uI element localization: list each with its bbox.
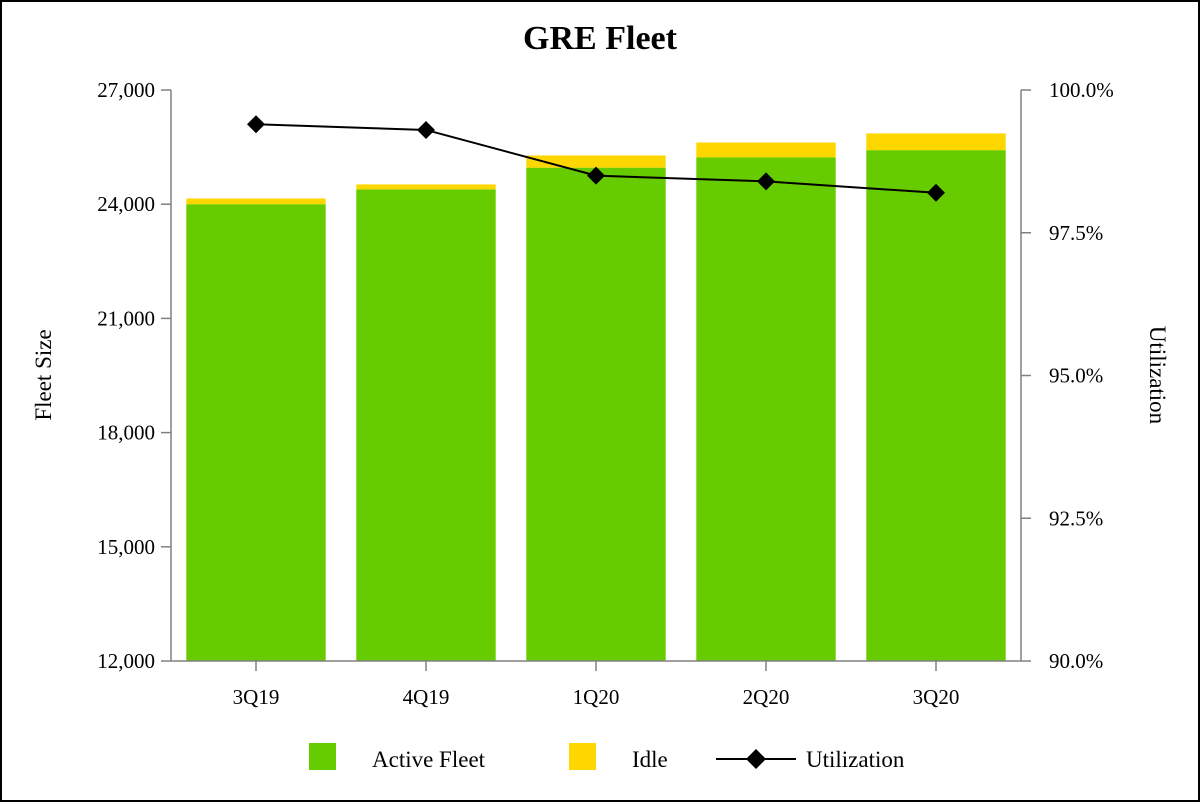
y2-tick-label: 92.5% — [1049, 506, 1103, 530]
bar-active-fleet-1q20 — [526, 167, 666, 661]
y-tick-label: 12,000 — [97, 649, 155, 673]
utilization-point-4q19 — [417, 120, 435, 139]
x-tick-label: 2Q20 — [743, 685, 790, 709]
legend-diamond-marker — [746, 749, 766, 769]
y-tick-label: 21,000 — [97, 306, 155, 330]
legend-swatch-active-fleet — [309, 743, 336, 770]
bar-idle-3q20 — [866, 133, 1006, 151]
legend-label-utilization: Utilization — [806, 747, 905, 772]
right-axis-ticks: 90.0% 92.5% 95.0% 97.5% 100.0% — [1021, 78, 1114, 673]
utilization-point-2q20 — [757, 172, 775, 191]
x-tick-label: 4Q19 — [403, 685, 450, 709]
legend-label-idle: Idle — [632, 747, 668, 772]
left-axis-ticks: 12,000 15,000 18,000 21,000 24,000 27,000 — [97, 78, 171, 673]
utilization-point-3q20 — [927, 183, 945, 202]
y2-tick-label: 95.0% — [1049, 364, 1103, 388]
y2-axis-title: Utilization — [1145, 326, 1170, 425]
bar-active-fleet-3q20 — [866, 150, 1006, 662]
legend-swatch-idle — [569, 743, 596, 770]
y2-tick-label: 97.5% — [1049, 221, 1103, 245]
x-tick-label: 3Q19 — [233, 685, 280, 709]
chart-title: GRE Fleet — [523, 20, 678, 57]
bar-active-fleet-3q19 — [186, 204, 326, 661]
x-tick-label: 1Q20 — [573, 685, 620, 709]
y-tick-label: 24,000 — [97, 192, 155, 216]
x-axis-ticks: 3Q19 4Q19 1Q20 2Q20 3Q20 — [233, 661, 960, 709]
x-tick-label: 3Q20 — [913, 685, 960, 709]
bars-group — [186, 133, 1006, 662]
y-tick-label: 27,000 — [97, 78, 155, 102]
utilization-line-group — [247, 115, 945, 202]
bar-idle-3q19 — [186, 198, 326, 205]
utilization-point-1q20 — [587, 166, 605, 185]
bar-idle-4q19 — [356, 184, 496, 190]
y-axis-title: Fleet Size — [31, 329, 56, 420]
bar-idle-1q20 — [526, 155, 666, 168]
y-tick-label: 15,000 — [97, 535, 155, 559]
legend-label-active-fleet: Active Fleet — [372, 747, 486, 772]
y2-tick-label: 100.0% — [1049, 78, 1114, 102]
bar-active-fleet-2q20 — [696, 157, 836, 662]
legend: Active Fleet Idle Utilization — [309, 743, 905, 772]
y2-tick-label: 90.0% — [1049, 649, 1103, 673]
y-tick-label: 18,000 — [97, 421, 155, 445]
bar-idle-2q20 — [696, 142, 836, 158]
bar-active-fleet-4q19 — [356, 189, 496, 661]
utilization-point-3q19 — [247, 115, 265, 134]
